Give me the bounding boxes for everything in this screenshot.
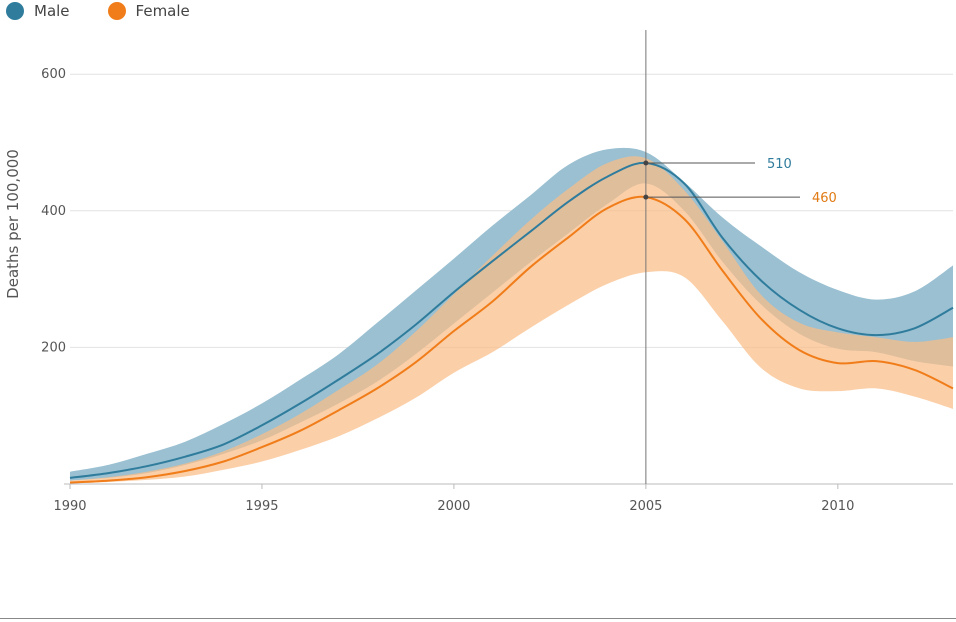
x-tick-label-1990: 1990 bbox=[53, 499, 86, 514]
annotation-label-male: 510 bbox=[767, 157, 792, 172]
legend-swatch-male bbox=[6, 2, 24, 20]
x-tick-label-2005: 2005 bbox=[629, 499, 662, 514]
band-female bbox=[70, 156, 953, 484]
axes: 200 400 600 1990 1995 2000 2005 2010 bbox=[41, 67, 953, 514]
legend-item-female[interactable]: Female bbox=[107, 2, 190, 20]
y-axis-label: Deaths per 100,000 bbox=[4, 149, 22, 299]
y-tick-label-400: 400 bbox=[41, 204, 66, 219]
line-female bbox=[69, 195, 954, 484]
annotation-dot-female bbox=[643, 194, 649, 200]
legend-swatch-female bbox=[107, 2, 126, 20]
legend-label-male: Male bbox=[34, 2, 70, 20]
line-male bbox=[69, 161, 954, 479]
y-tick-label-200: 200 bbox=[41, 340, 66, 355]
legend-label-female: Female bbox=[135, 2, 190, 20]
legend: Male Female bbox=[6, 2, 228, 20]
confidence-bands bbox=[70, 147, 953, 484]
x-tick-label-2000: 2000 bbox=[437, 499, 470, 514]
annotation-dot-male bbox=[643, 160, 649, 166]
x-tick-label-2010: 2010 bbox=[821, 499, 854, 514]
bottom-divider bbox=[0, 618, 956, 619]
series-lines bbox=[69, 161, 954, 484]
y-tick-label-600: 600 bbox=[41, 67, 66, 82]
legend-item-male[interactable]: Male bbox=[6, 2, 70, 20]
band-male bbox=[70, 147, 953, 481]
annotation-label-female: 460 bbox=[812, 191, 837, 206]
x-tick-label-1995: 1995 bbox=[245, 499, 278, 514]
year-marker: 510 460 bbox=[643, 30, 837, 484]
